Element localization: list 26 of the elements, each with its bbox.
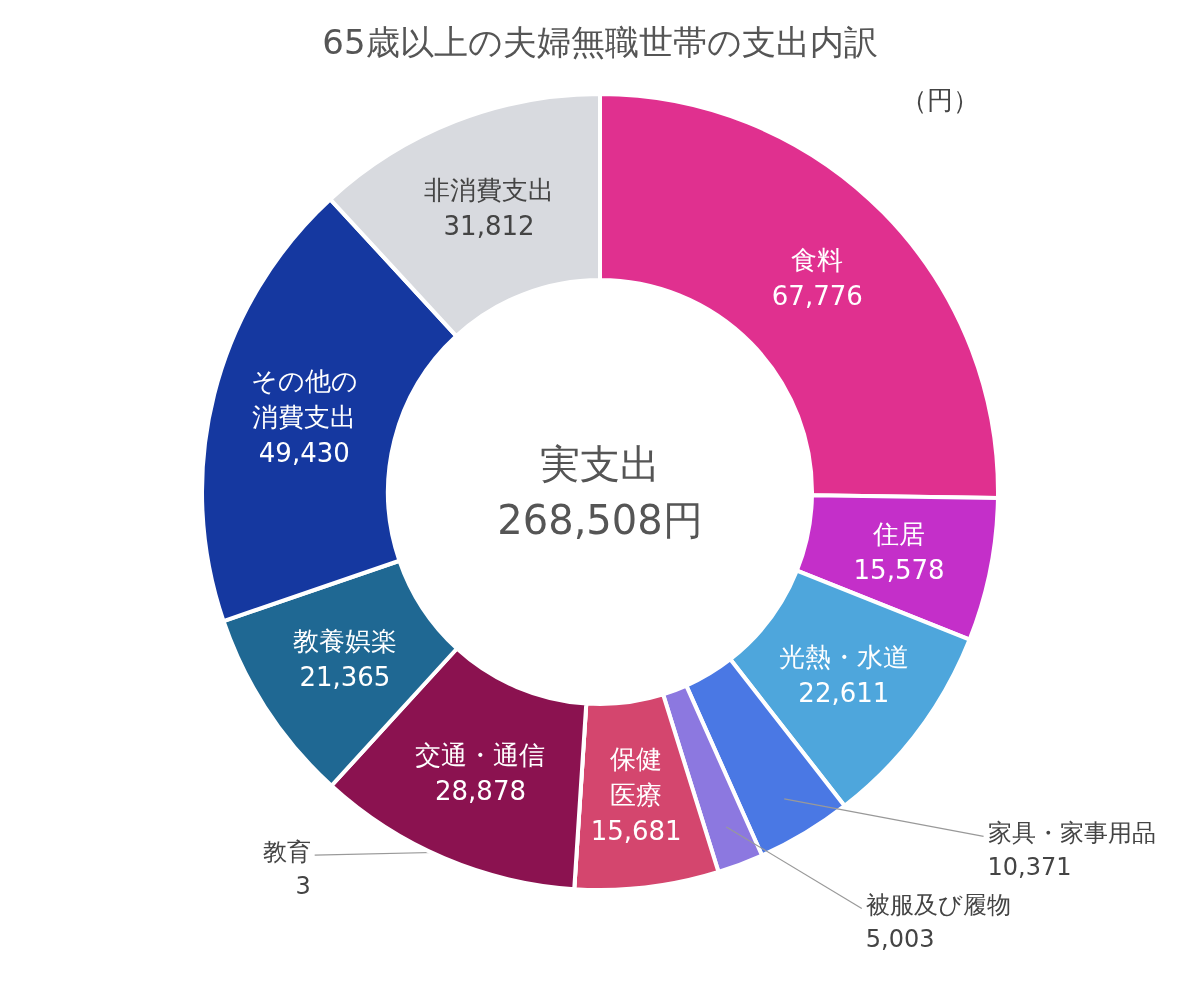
chart-title: 65歳以上の夫婦無職世帯の支出内訳 [322, 22, 878, 62]
data-label: 49,430 [258, 438, 350, 469]
data-label: 15,681 [590, 815, 682, 846]
data-label: 28,878 [434, 775, 526, 806]
data-label: 67,776 [771, 280, 863, 311]
text: 268,508円 [497, 497, 703, 543]
slice-label: 食料 [791, 244, 844, 275]
slice-label: 光熱・水道 [778, 642, 909, 673]
slice-label: 教育 [262, 838, 311, 867]
data-label: 3 [295, 872, 311, 901]
slice-label: 交通・通信 [415, 739, 546, 770]
slice-label: その他の消費支出 [250, 366, 358, 433]
slice-label: 家具・家事用品 [987, 819, 1156, 848]
data-label: 5,003 [865, 925, 935, 954]
data-label: 10,371 [987, 853, 1072, 882]
slice-label: 非消費支出 [424, 174, 555, 205]
data-label: 21,365 [299, 662, 391, 693]
data-label: 31,812 [443, 210, 535, 241]
slice-label: 住居 [872, 518, 926, 549]
slice-label: 教養娯楽 [292, 626, 397, 657]
text: （円） [901, 85, 979, 115]
data-label: 22,611 [798, 678, 890, 709]
slice-label: 保健医療 [610, 743, 663, 810]
data-label: 15,578 [853, 554, 945, 585]
text: 実支出 [540, 441, 660, 487]
slice-label: 被服及び履物 [865, 891, 1011, 920]
